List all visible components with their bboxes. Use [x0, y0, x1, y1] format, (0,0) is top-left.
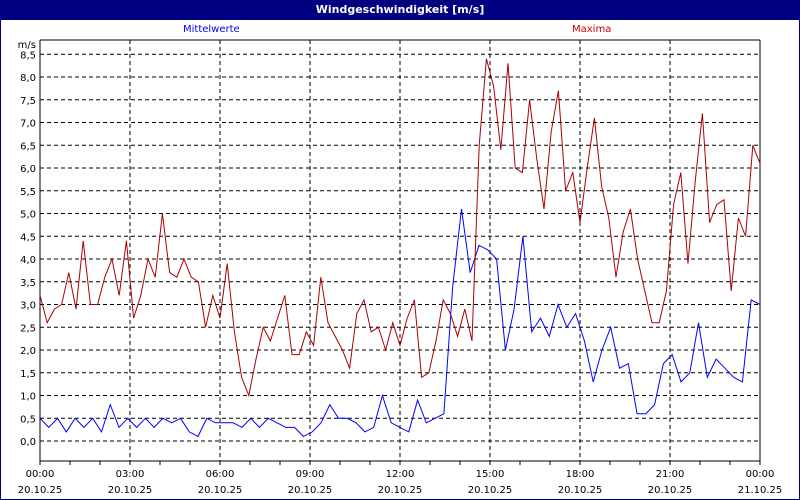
chart-title: Windgeschwindigkeit [m/s]	[0, 0, 800, 20]
y-tick-label: 6,0	[20, 164, 36, 175]
y-tick-label: 5,0	[20, 210, 36, 221]
x-tick-date: 21.10.25	[738, 485, 783, 496]
y-tick-label: 8,0	[20, 73, 36, 84]
legend-maxima: Maxima	[572, 24, 612, 35]
legend-mittelwerte: Mittelwerte	[183, 24, 240, 35]
y-tick-label: 6,5	[20, 141, 36, 152]
y-tick-label: 7,0	[20, 119, 36, 130]
y-tick-label: 3,5	[20, 278, 36, 289]
x-tick-date: 20.10.25	[558, 485, 603, 496]
x-tick-time: 18:00	[566, 469, 595, 480]
y-tick-label: 8,5	[20, 50, 36, 61]
y-tick-label: 2,5	[20, 323, 36, 334]
y-tick-label: 4,0	[20, 255, 36, 266]
x-tick-time: 12:00	[386, 469, 415, 480]
x-tick-date: 20.10.25	[378, 485, 423, 496]
y-tick-label: 4,5	[20, 232, 36, 243]
series-maxima	[39, 58, 761, 398]
x-tick-time: 09:00	[296, 469, 325, 480]
y-tick-label: 1,5	[20, 369, 36, 380]
y-tick-label: 3,0	[20, 301, 36, 312]
x-tick-time: 15:00	[476, 469, 505, 480]
x-tick-time: 03:00	[116, 469, 145, 480]
y-tick-label: 7,5	[20, 96, 36, 107]
y-tick-label: 0,0	[20, 437, 36, 448]
x-tick-date: 20.10.25	[468, 485, 513, 496]
y-tick-label: 1,0	[20, 392, 36, 403]
y-tick-label: 5,5	[20, 187, 36, 198]
x-tick-time: 00:00	[26, 469, 55, 480]
x-tick-date: 20.10.25	[108, 485, 153, 496]
y-axis-unit: m/s	[18, 40, 36, 51]
y-tick-label: 0,5	[20, 414, 36, 425]
x-tick-date: 20.10.25	[198, 485, 243, 496]
x-tick-date: 20.10.25	[18, 485, 63, 496]
y-tick-label: 2,0	[20, 346, 36, 357]
x-tick-time: 06:00	[206, 469, 235, 480]
x-tick-time: 00:00	[746, 469, 775, 480]
x-tick-date: 20.10.25	[648, 485, 693, 496]
x-tick-date: 20.10.25	[288, 485, 333, 496]
x-tick-time: 21:00	[656, 469, 685, 480]
series-mittelwerte	[39, 208, 761, 438]
